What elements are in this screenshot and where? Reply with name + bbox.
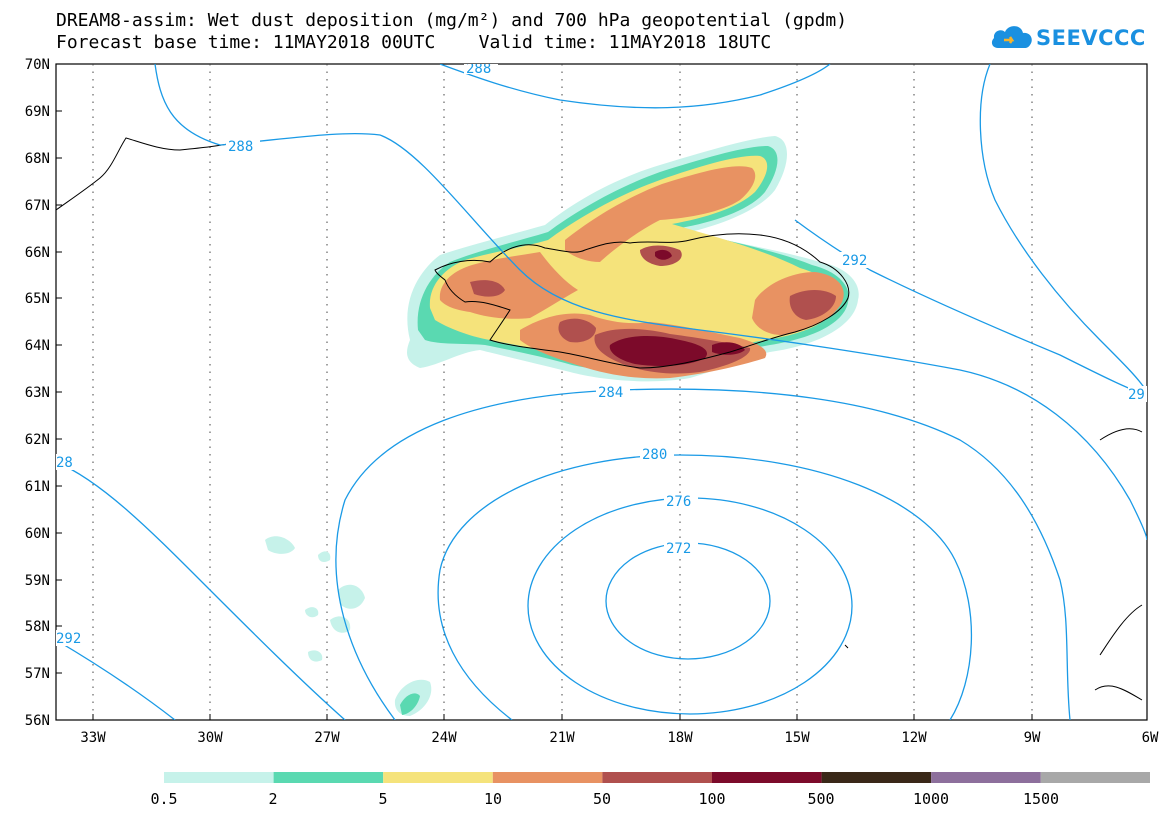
contour-ne	[979, 64, 1147, 393]
deposition-100	[712, 342, 745, 355]
deposition-100	[655, 249, 672, 260]
lat-label: 69N	[25, 104, 50, 120]
longitude-labels: 33W 30W 27W 24W 21W 18W 15W 12W 9W 6W	[80, 730, 1159, 746]
contour-284	[335, 388, 1071, 720]
coastlines	[56, 137, 1143, 701]
lon-label: 12W	[901, 730, 927, 746]
deposition-100	[609, 335, 708, 366]
legend-label: 100	[698, 790, 725, 808]
contour-label: 288	[228, 139, 253, 155]
lat-label: 61N	[25, 479, 50, 495]
legend-swatch	[821, 772, 932, 783]
lat-label: 70N	[25, 57, 50, 73]
legend-swatch	[602, 772, 712, 783]
seevccc-logo: SEEVCCC	[990, 20, 1145, 56]
map-title: DREAM8-assim: Wet dust deposition (mg/m²…	[56, 10, 848, 31]
contour-top-arc	[439, 64, 831, 109]
lon-label: 21W	[549, 730, 575, 746]
legend-label: 500	[807, 790, 834, 808]
contour-292-sw	[56, 639, 176, 720]
contour-label: 276	[666, 494, 691, 510]
deposition-50	[789, 290, 836, 320]
lat-label: 65N	[25, 291, 50, 307]
latitude-labels: 56N 57N 58N 59N 60N 61N 62N 63N 64N 65N …	[25, 57, 50, 729]
lon-label: 27W	[314, 730, 340, 746]
contour-280	[437, 454, 973, 720]
contour-labels: 272 276 280 284 288 28 292 292 29 288	[56, 61, 1147, 647]
lon-label: 6W	[1142, 730, 1159, 746]
legend-label: 2	[268, 790, 277, 808]
lon-label: 33W	[80, 730, 106, 746]
lat-label: 66N	[25, 245, 50, 261]
lat-label: 60N	[25, 526, 50, 542]
lat-label: 62N	[25, 432, 50, 448]
axis-ticks	[56, 110, 1033, 721]
legend-swatch	[1040, 772, 1150, 783]
deposition-0.5	[265, 536, 295, 554]
color-legend: 0.5 2 5 10 50 100 500 1000 1500	[150, 772, 1150, 808]
legend-label: 50	[593, 790, 611, 808]
contour-label: 280	[642, 447, 667, 463]
contour-label: 284	[598, 385, 623, 401]
contour-288-west	[56, 461, 346, 720]
lat-label: 56N	[25, 713, 50, 729]
legend-swatch	[273, 772, 384, 783]
deposition-0.5	[318, 551, 331, 563]
legend-label: 5	[378, 790, 387, 808]
scotland-coastline	[1094, 428, 1143, 701]
lat-label: 64N	[25, 338, 50, 354]
contour-label: 292	[56, 631, 81, 647]
lat-label: 63N	[25, 385, 50, 401]
geopotential-contours	[56, 64, 1147, 720]
contour-label: 29	[1128, 387, 1145, 403]
legend-label: 1500	[1023, 790, 1059, 808]
legend-swatch	[383, 772, 493, 783]
contour-292-north	[794, 219, 1147, 396]
legend-swatch	[492, 772, 603, 783]
legend-label: 1000	[913, 790, 949, 808]
dust-deposition-field	[265, 136, 859, 716]
lon-label: 15W	[784, 730, 810, 746]
lat-label: 59N	[25, 573, 50, 589]
lon-label: 9W	[1024, 730, 1041, 746]
legend-label: 10	[484, 790, 502, 808]
deposition-2	[400, 693, 420, 715]
logo-text: SEEVCCC	[1036, 26, 1146, 50]
contour-label: 292	[842, 253, 867, 269]
deposition-50	[470, 280, 505, 297]
lat-label: 68N	[25, 151, 50, 167]
contour-label: 28	[56, 455, 73, 471]
lon-label: 24W	[431, 730, 457, 746]
legend-swatch	[931, 772, 1041, 783]
legend-swatch	[712, 772, 822, 783]
lat-label: 58N	[25, 619, 50, 635]
contour-288-north	[154, 64, 1147, 541]
legend-label: 0.5	[150, 790, 177, 808]
deposition-0.5	[308, 650, 323, 662]
cloud-icon	[991, 26, 1032, 48]
forecast-time-line: Forecast base time: 11MAY2018 00UTC Vali…	[56, 32, 772, 53]
lat-label: 57N	[25, 666, 50, 682]
deposition-10	[565, 166, 756, 262]
deposition-0.5	[305, 607, 319, 618]
lon-label: 18W	[667, 730, 693, 746]
legend-swatch	[164, 772, 274, 783]
lon-label: 30W	[197, 730, 223, 746]
greenland-coastline	[56, 137, 239, 211]
deposition-0.5	[338, 584, 365, 609]
contour-label: 272	[666, 541, 691, 557]
contour-label: 288	[466, 61, 491, 77]
deposition-50	[558, 318, 596, 343]
faroe-coastline	[844, 644, 849, 649]
iceland-coastline	[434, 233, 850, 369]
lat-label: 67N	[25, 198, 50, 214]
